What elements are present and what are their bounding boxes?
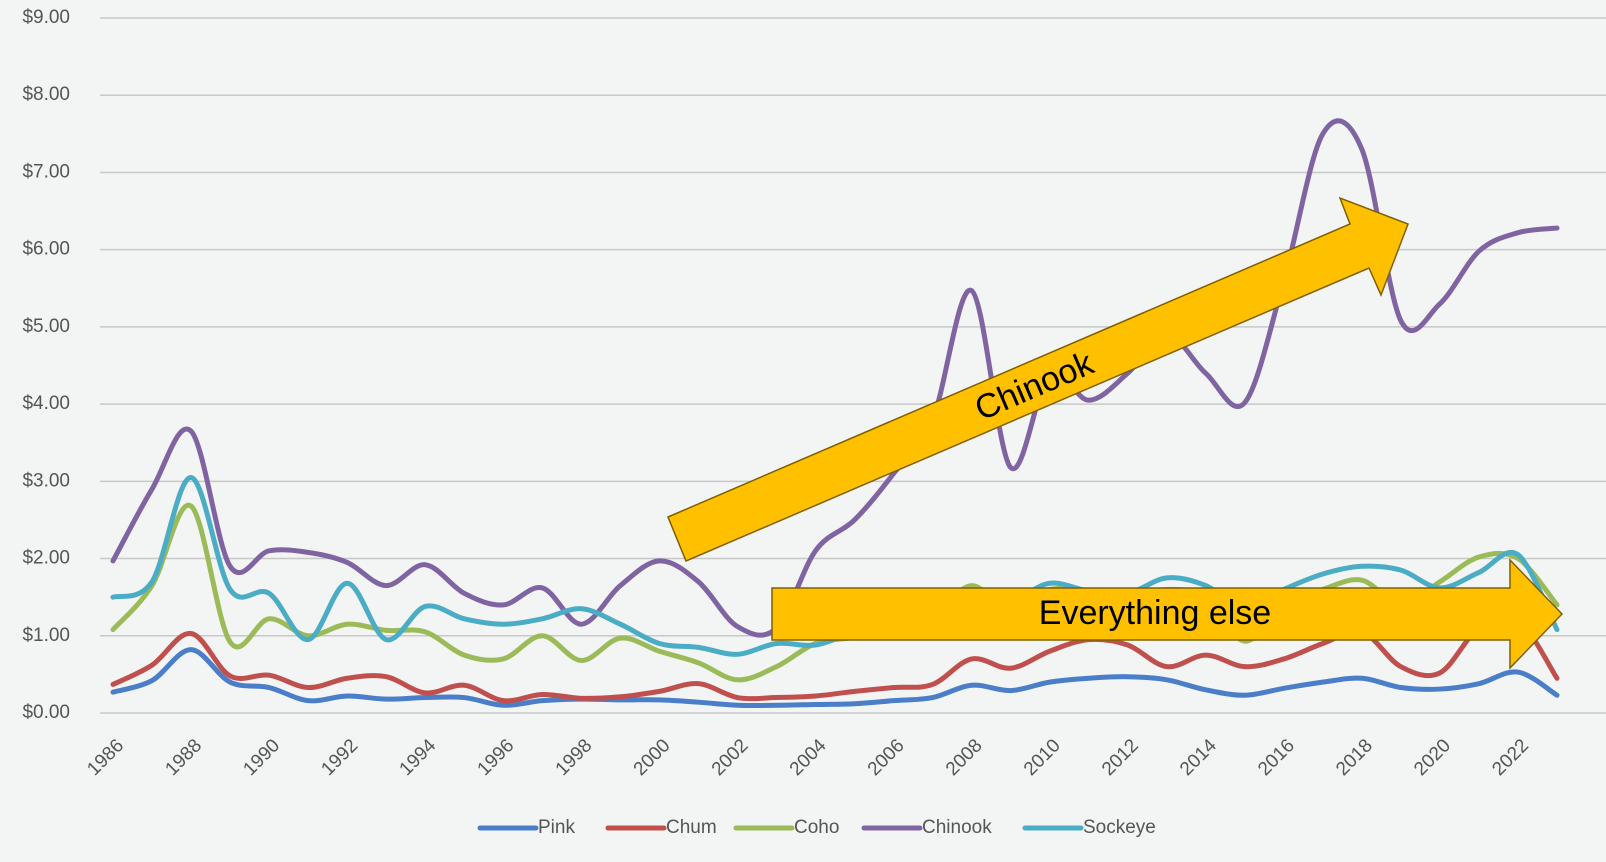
y-tick-label: $4.00: [22, 393, 70, 414]
series-line: [110, 474, 1560, 657]
y-tick-label: $2.00: [22, 548, 70, 569]
y-tick-label: $0.00: [22, 702, 70, 723]
legend-label: Chum: [666, 817, 717, 838]
annotation: Everything else: [1039, 594, 1271, 632]
legend-label: Chinook: [922, 817, 992, 838]
series-line: [110, 614, 1560, 704]
y-tick-label: $7.00: [22, 161, 70, 182]
y-tick-label: $9.00: [22, 7, 70, 28]
y-tick-label: $8.00: [22, 84, 70, 105]
arrow: [771, 558, 1564, 670]
y-tick-label: $1.00: [22, 625, 70, 646]
y-tick-label: $3.00: [22, 470, 70, 491]
series-line: [110, 647, 1560, 709]
legend-label: Pink: [538, 817, 575, 838]
y-tick-label: $6.00: [22, 239, 70, 260]
arrow: [667, 196, 1409, 562]
y-tick-label: $5.00: [22, 316, 70, 337]
legend-label: Coho: [794, 817, 839, 838]
series-line: [110, 118, 1560, 638]
legend-label: Sockeye: [1083, 817, 1156, 838]
